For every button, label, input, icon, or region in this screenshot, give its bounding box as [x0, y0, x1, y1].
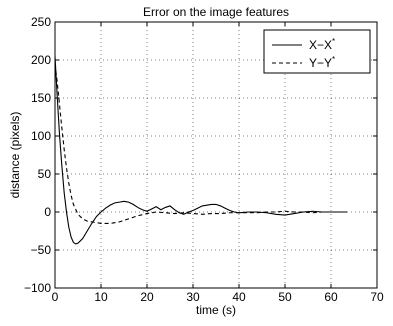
y-tick-label: 150 [31, 91, 51, 105]
legend-sup-x: * [332, 37, 335, 46]
plot-frame [54, 21, 378, 289]
legend: X−X* Y−Y* [263, 29, 371, 74]
legend-sup-y: * [332, 55, 335, 64]
x-axis: 0 10 20 30 40 50 60 70 [52, 22, 384, 304]
x-tick-label: 70 [370, 290, 384, 304]
series-line-x [54, 56, 348, 245]
legend-name-y: Y−Y [309, 56, 332, 70]
chart-title: Error on the image features [143, 5, 289, 19]
x-tick-label: 10 [94, 290, 108, 304]
x-tick-label: 30 [186, 290, 200, 304]
series-layer [54, 56, 348, 245]
y-tick-label: 100 [31, 129, 51, 143]
legend-box [263, 29, 371, 74]
y-axis: −100 −50 0 50 100 150 200 250 [24, 15, 377, 295]
x-tick-label: 20 [140, 290, 154, 304]
y-tick-label: 0 [44, 205, 51, 219]
legend-label-x: X−X* [309, 37, 335, 52]
legend-name-x: X−X [309, 38, 332, 52]
y-tick-label: −50 [31, 243, 52, 257]
x-tick-label: 50 [278, 290, 292, 304]
x-tick-label: 0 [52, 290, 59, 304]
x-tick-label: 60 [324, 290, 338, 304]
y-tick-label: −100 [24, 281, 51, 295]
x-tick-label: 40 [232, 290, 246, 304]
y-tick-label: 200 [31, 53, 51, 67]
x-axis-title: time (s) [196, 303, 236, 317]
y-tick-label: 250 [31, 15, 51, 29]
y-tick-label: 50 [38, 167, 52, 181]
legend-label-y: Y−Y* [309, 55, 335, 70]
series-line-y [54, 63, 348, 224]
y-axis-title: distance (pixels) [8, 112, 22, 199]
